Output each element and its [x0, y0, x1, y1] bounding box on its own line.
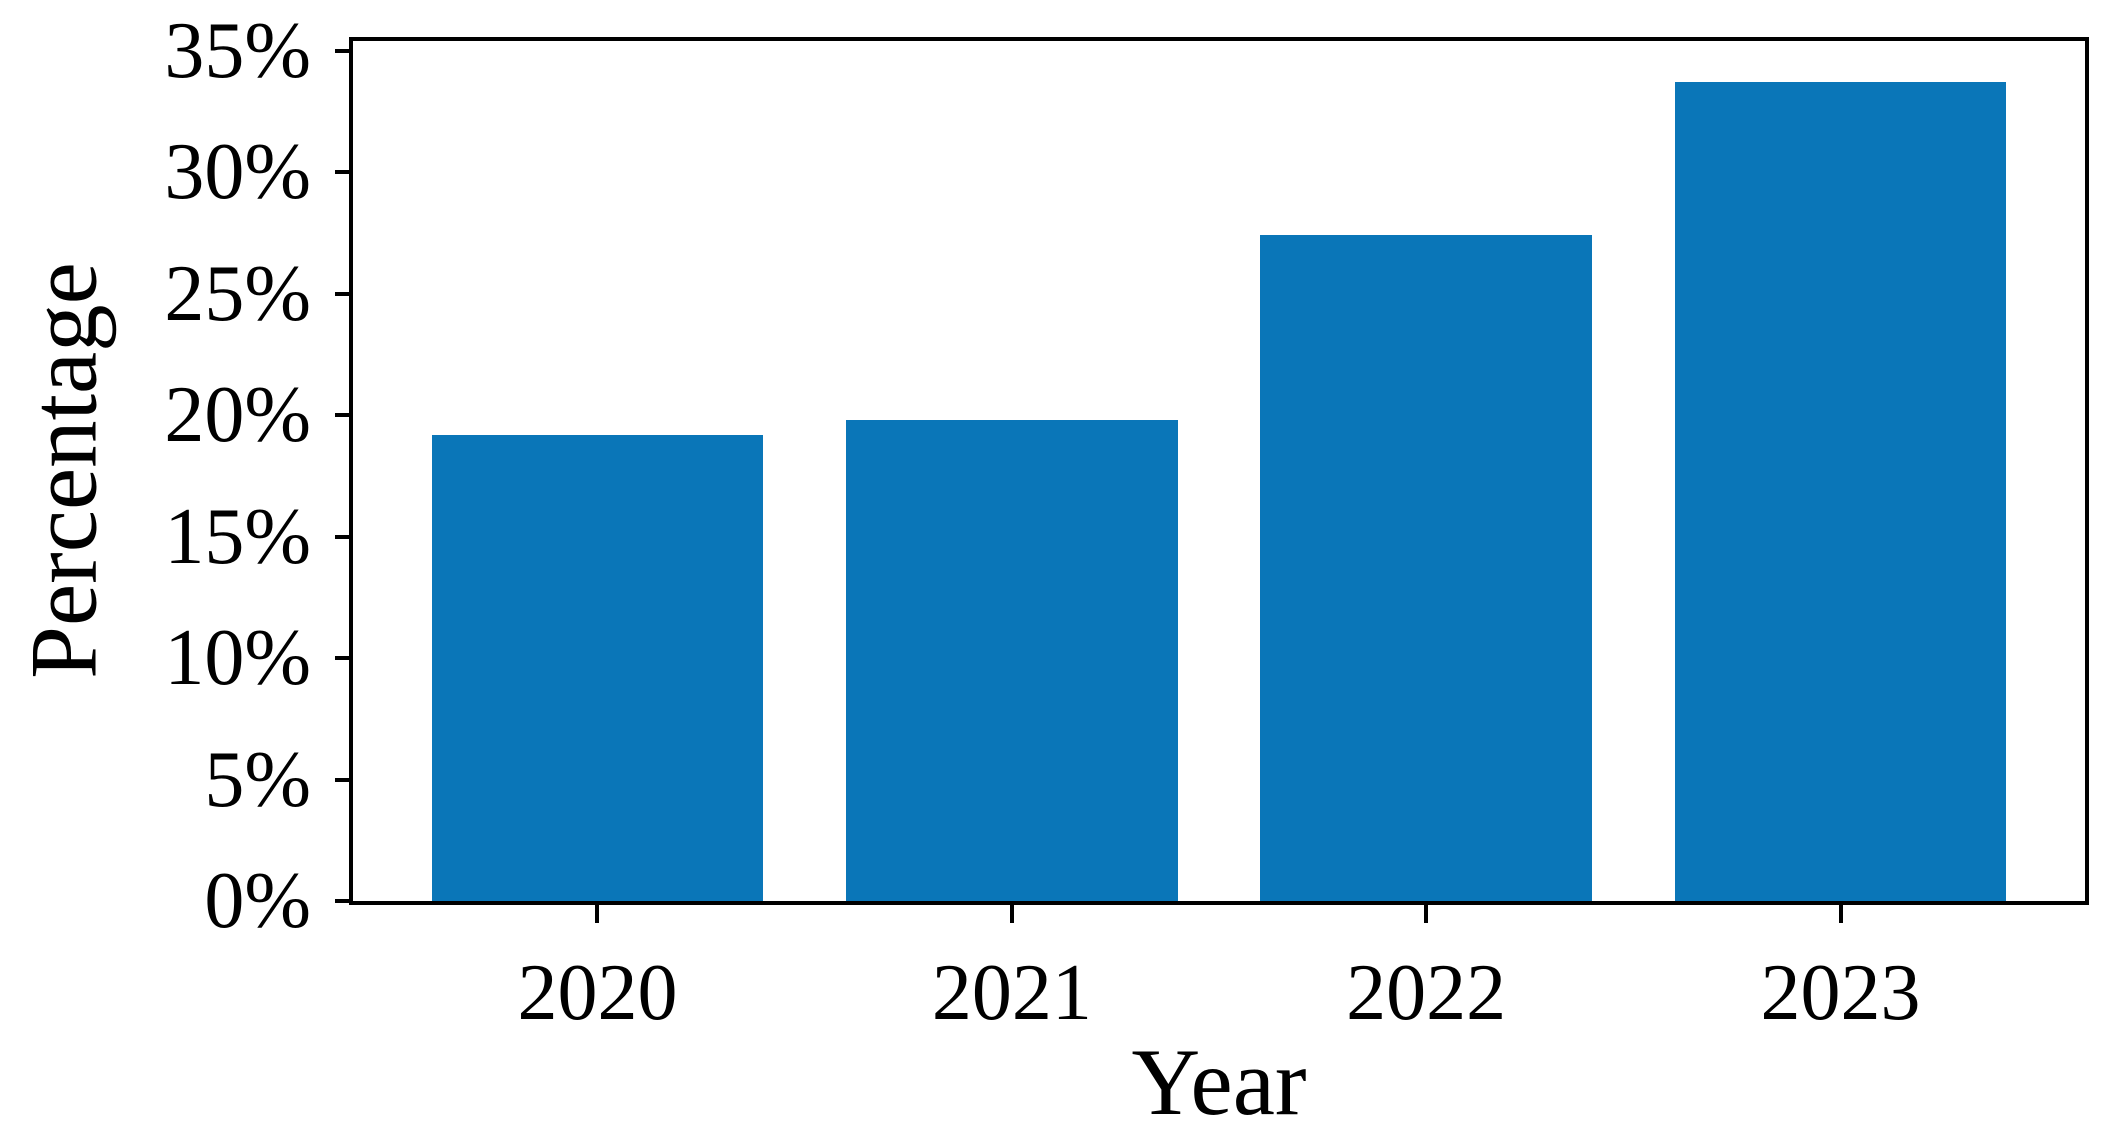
x-tick-label-2020: 2020: [517, 949, 678, 1037]
bar-2023: [1674, 82, 2007, 901]
x-tick-label-2022: 2022: [1346, 949, 1507, 1037]
x-tick-mark-2022: [1424, 905, 1429, 923]
y-axis-label: Percentage: [10, 262, 117, 679]
bar-2022: [1260, 235, 1592, 901]
x-tick-label-2023: 2023: [1760, 949, 1921, 1037]
bar-2020: [431, 434, 764, 901]
y-tick-label-20%: 20%: [164, 371, 311, 460]
y-tick-label-30%: 30%: [164, 128, 311, 217]
y-tick-mark-10%: [335, 656, 349, 661]
x-tick-mark-2021: [1009, 905, 1014, 923]
x-tick-mark-2020: [595, 905, 600, 923]
y-tick-label-0%: 0%: [204, 857, 311, 945]
y-tick-label-35%: 35%: [164, 6, 311, 95]
y-tick-mark-5%: [335, 777, 349, 782]
y-tick-mark-0%: [335, 899, 349, 903]
x-axis-label: Year: [1131, 1029, 1307, 1135]
x-tick-label-2021: 2021: [931, 949, 1092, 1037]
y-tick-label-15%: 15%: [164, 492, 311, 581]
y-tick-label-10%: 10%: [164, 614, 311, 703]
x-tick-mark-2023: [1838, 905, 1843, 923]
y-tick-mark-15%: [335, 534, 349, 539]
y-tick-label-5%: 5%: [204, 735, 311, 824]
y-tick-mark-20%: [335, 413, 349, 418]
y-tick-mark-35%: [335, 48, 349, 53]
bar-2021: [846, 419, 1178, 901]
y-tick-mark-30%: [335, 170, 349, 175]
y-tick-mark-25%: [335, 291, 349, 296]
y-tick-label-25%: 25%: [164, 249, 311, 338]
